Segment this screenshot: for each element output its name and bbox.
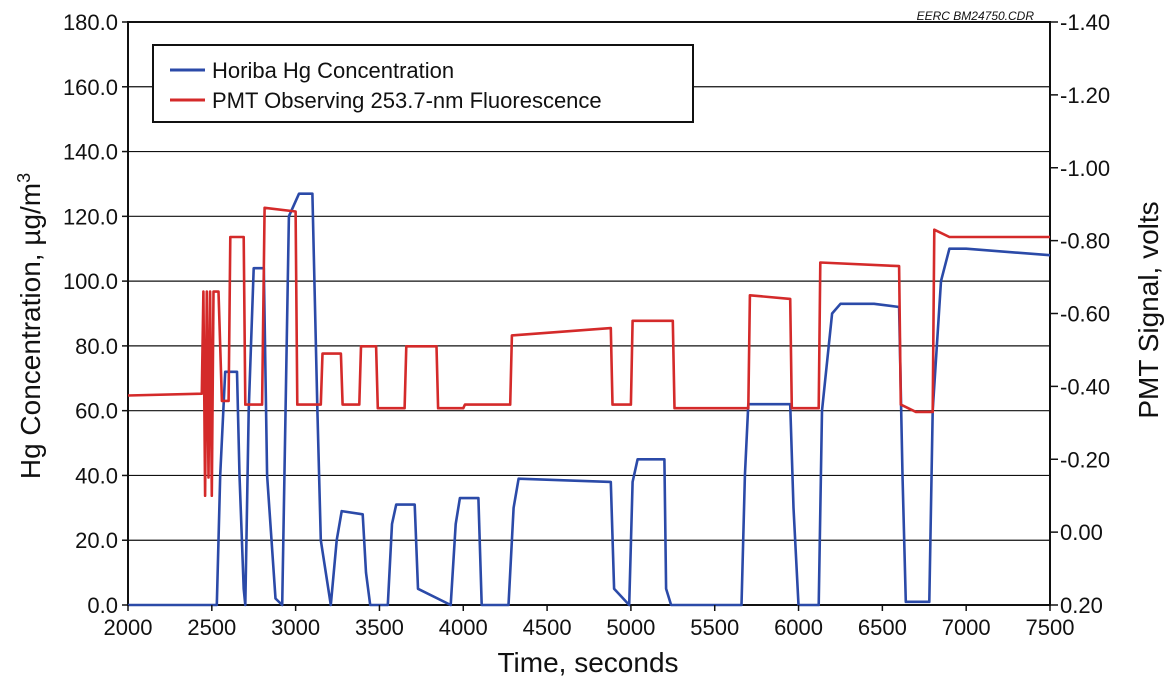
x-tick-label: 3000: [271, 615, 320, 640]
x-tick-label: 7000: [942, 615, 991, 640]
y-tick-label: 60.0: [75, 399, 118, 424]
x-tick-label: 2000: [104, 615, 153, 640]
y2-tick-label: -1.00: [1060, 156, 1110, 181]
x-tick-label: 5500: [690, 615, 739, 640]
y-tick-label: 120.0: [63, 204, 118, 229]
y2-tick-label: 0.20: [1060, 593, 1103, 618]
x-axis: 2000 2500 3000 3500 4000 4500 5000 5500 6000 6500…: [104, 605, 1075, 640]
legend: Horiba Hg Concentration PMT Observing 25…: [152, 44, 694, 123]
y-axis-title-superscript: 3: [14, 173, 34, 183]
y2-tick-label: -0.20: [1060, 447, 1110, 472]
y-tick-label: 100.0: [63, 269, 118, 294]
y-axis-right: 0.20 0.00 -0.20 -0.40 -0.60 -0.80 -1.00 -1.20 -1…: [1050, 10, 1110, 618]
x-tick-label: 5000: [606, 615, 655, 640]
x-tick-label: 6500: [858, 615, 907, 640]
y2-tick-label: -1.40: [1060, 10, 1110, 35]
x-tick-label: 4500: [523, 615, 572, 640]
y-tick-label: 40.0: [75, 463, 118, 488]
y2-tick-label: -1.20: [1060, 83, 1110, 108]
y-tick-label: 180.0: [63, 10, 118, 35]
x-tick-label: 7500: [1026, 615, 1075, 640]
y2-tick-label: -0.80: [1060, 229, 1110, 254]
x-tick-label: 6000: [774, 615, 823, 640]
y-tick-label: 80.0: [75, 334, 118, 359]
legend-label-horiba: Horiba Hg Concentration: [212, 58, 454, 83]
y-axis-title: Hg Concentration, µg/m3: [14, 173, 46, 479]
y-tick-label: 160.0: [63, 75, 118, 100]
x-tick-label: 4000: [439, 615, 488, 640]
x-axis-title: Time, seconds: [497, 647, 678, 678]
legend-label-pmt: PMT Observing 253.7-nm Fluorescence: [212, 88, 602, 113]
y-tick-label: 140.0: [63, 140, 118, 165]
y-tick-label: 0.0: [87, 593, 118, 618]
series-line-horiba: [128, 192, 1051, 607]
series-line-pmt: [127, 206, 1050, 498]
legend-box: [152, 44, 694, 123]
y2-tick-label: -0.40: [1060, 374, 1110, 399]
credit-label: EERC BM24750.CDR: [917, 9, 1035, 23]
y2-axis-title: PMT Signal, volts: [1133, 201, 1164, 418]
y2-tick-label: -0.60: [1060, 302, 1110, 327]
y-axis-left: 0.0 20.0 40.0 60.0 80.0 100.0 120.0 140.0 160.0 1…: [63, 10, 128, 618]
y2-tick-label: 0.00: [1060, 520, 1103, 545]
y-axis-title-text: Hg Concentration, µg/m: [15, 183, 46, 479]
x-tick-label: 3500: [355, 615, 404, 640]
series-layer: [127, 192, 1051, 607]
x-tick-label: 2500: [187, 615, 236, 640]
y-tick-label: 20.0: [75, 528, 118, 553]
